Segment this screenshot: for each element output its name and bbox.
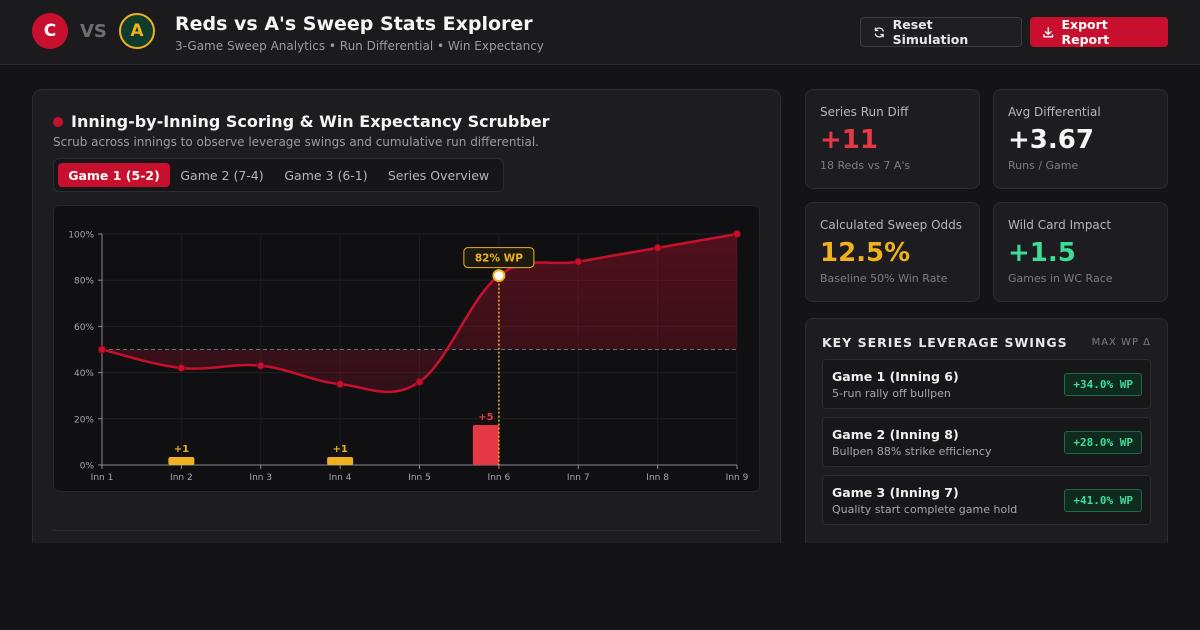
stat-label: Wild Card Impact bbox=[1008, 218, 1112, 232]
download-icon bbox=[1043, 26, 1054, 37]
scrubber-tooltip bbox=[463, 247, 535, 269]
app-header: C VS A Reds vs A's Sweep Stats Explorer … bbox=[0, 0, 1200, 65]
swings-title: KEY SERIES LEVERAGE SWINGS bbox=[822, 335, 1068, 350]
scrubber-handle bbox=[492, 269, 506, 283]
viewport-fade bbox=[0, 543, 1200, 630]
x-tick-label: Inn 1 bbox=[91, 473, 114, 483]
x-tick-label: Inn 6 bbox=[488, 473, 511, 483]
swing-name: Game 2 (Inning 8) bbox=[832, 427, 959, 442]
wp-point bbox=[98, 345, 106, 354]
versus-label: VS bbox=[80, 21, 107, 42]
stat-sub: Runs / Game bbox=[1008, 159, 1079, 172]
swing-badge: +34.0% WP bbox=[1064, 373, 1142, 396]
panel-divider bbox=[53, 530, 760, 531]
athletics-logo: A bbox=[119, 13, 155, 49]
x-tick-label: Inn 9 bbox=[726, 473, 749, 483]
run-label: +1 bbox=[332, 444, 347, 455]
wp-point bbox=[733, 230, 741, 238]
win-expectancy-chart[interactable]: 0% 20% 40% 60% 80% 100% Inn 1 Inn 2 Inn 3 Inn 4 In… bbox=[53, 205, 760, 492]
chart-svg: 0% 20% 40% 60% 80% 100% Inn 1 Inn 2 Inn 3 Inn 4 In… bbox=[68, 230, 749, 483]
run-bar bbox=[472, 425, 499, 465]
wp-point bbox=[653, 243, 662, 252]
run-bar bbox=[327, 457, 354, 465]
panel-title: Inning-by-Inning Scoring & Win Expectanc… bbox=[53, 112, 550, 131]
live-dot-icon bbox=[53, 116, 63, 127]
swing-badge: +41.0% WP bbox=[1064, 489, 1142, 512]
y-tick-label: 60% bbox=[74, 323, 94, 333]
tab-game-2[interactable]: Game 2 (7-4) bbox=[180, 167, 264, 183]
y-tick-label: 100% bbox=[68, 231, 94, 241]
wp-point bbox=[177, 363, 186, 372]
stat-value: +3.67 bbox=[1008, 125, 1094, 155]
swing-desc: Bullpen 88% strike efficiency bbox=[832, 445, 992, 458]
refresh-icon bbox=[874, 26, 884, 38]
scrubber-panel: Inning-by-Inning Scoring & Win Expectanc… bbox=[32, 89, 781, 559]
x-tick-label: Inn 7 bbox=[567, 473, 590, 483]
swings-meta: MAX WP Δ bbox=[1091, 337, 1151, 348]
run-label: +1 bbox=[174, 444, 189, 455]
stat-card-wild-card: Wild Card Impact +1.5 Games in WC Race bbox=[993, 202, 1168, 302]
stat-value: 12.5% bbox=[820, 238, 911, 268]
y-tick-label: 80% bbox=[74, 277, 94, 287]
y-tick-label: 20% bbox=[74, 415, 94, 425]
swing-desc: Quality start complete game hold bbox=[832, 503, 1018, 516]
panel-title-text: Inning-by-Inning Scoring & Win Expectanc… bbox=[71, 112, 550, 131]
stat-label: Calculated Sweep Odds bbox=[820, 218, 963, 232]
swing-name: Game 3 (Inning 7) bbox=[832, 485, 959, 500]
stat-value: +1.5 bbox=[1008, 238, 1076, 268]
page-title: Reds vs A's Sweep Stats Explorer bbox=[175, 13, 533, 35]
wp-point bbox=[415, 377, 424, 386]
wp-point bbox=[256, 361, 265, 370]
tab-game-3[interactable]: Game 3 (6-1) bbox=[284, 167, 368, 183]
swing-name: Game 1 (Inning 6) bbox=[832, 369, 959, 384]
x-tick-label: Inn 5 bbox=[408, 473, 431, 483]
stat-sub: Games in WC Race bbox=[1008, 272, 1113, 285]
scrubber-label: 82% WP bbox=[475, 253, 523, 265]
stat-label: Series Run Diff bbox=[820, 105, 909, 119]
stat-card-avg-diff: Avg Differential +3.67 Runs / Game bbox=[993, 89, 1168, 189]
run-label: +5 bbox=[478, 412, 493, 423]
export-label: Export Report bbox=[1061, 17, 1110, 47]
swing-item[interactable]: Game 2 (Inning 8) Bullpen 88% strike eff… bbox=[822, 417, 1151, 467]
stat-card-run-diff: Series Run Diff +11 18 Reds vs 7 A's bbox=[805, 89, 980, 189]
page-subtitle: 3-Game Sweep Analytics • Run Differentia… bbox=[175, 39, 544, 53]
run-bar bbox=[168, 457, 195, 465]
wp-area bbox=[102, 234, 737, 392]
swing-item[interactable]: Game 3 (Inning 7) Quality start complete… bbox=[822, 475, 1151, 525]
export-report-button[interactable]: Export Report bbox=[1030, 17, 1168, 47]
tab-game-1[interactable]: Game 1 (5-2) bbox=[58, 163, 170, 187]
wp-point bbox=[574, 257, 583, 266]
x-tick-label: Inn 8 bbox=[646, 473, 669, 483]
stat-label: Avg Differential bbox=[1008, 105, 1101, 119]
y-tick-label: 40% bbox=[74, 369, 94, 379]
swing-item[interactable]: Game 1 (Inning 6) 5-run rally off bullpe… bbox=[822, 359, 1151, 409]
x-tick-label: Inn 4 bbox=[329, 473, 352, 483]
reds-logo: C bbox=[32, 13, 68, 49]
y-tick-label: 0% bbox=[80, 462, 95, 472]
x-tick-label: Inn 2 bbox=[170, 473, 193, 483]
swing-desc: 5-run rally off bullpen bbox=[832, 387, 951, 400]
wp-point bbox=[336, 380, 345, 389]
stat-card-sweep-odds: Calculated Sweep Odds 12.5% Baseline 50%… bbox=[805, 202, 980, 302]
leverage-swings-panel: KEY SERIES LEVERAGE SWINGS MAX WP Δ Game… bbox=[805, 318, 1168, 559]
reset-simulation-button[interactable]: Reset Simulation bbox=[860, 17, 1022, 47]
game-tabs: Game 1 (5-2) Game 2 (7-4) Game 3 (6-1) S… bbox=[53, 158, 504, 192]
x-tick-label: Inn 3 bbox=[249, 473, 272, 483]
tab-series-overview[interactable]: Series Overview bbox=[387, 167, 490, 183]
stat-value: +11 bbox=[820, 125, 878, 155]
swing-badge: +28.0% WP bbox=[1064, 431, 1142, 454]
panel-subtitle: Scrub across innings to observe leverage… bbox=[53, 135, 539, 149]
stat-sub: 18 Reds vs 7 A's bbox=[820, 159, 911, 172]
stat-sub: Baseline 50% Win Rate bbox=[820, 272, 948, 285]
reset-label: Reset Simulation bbox=[892, 17, 969, 47]
